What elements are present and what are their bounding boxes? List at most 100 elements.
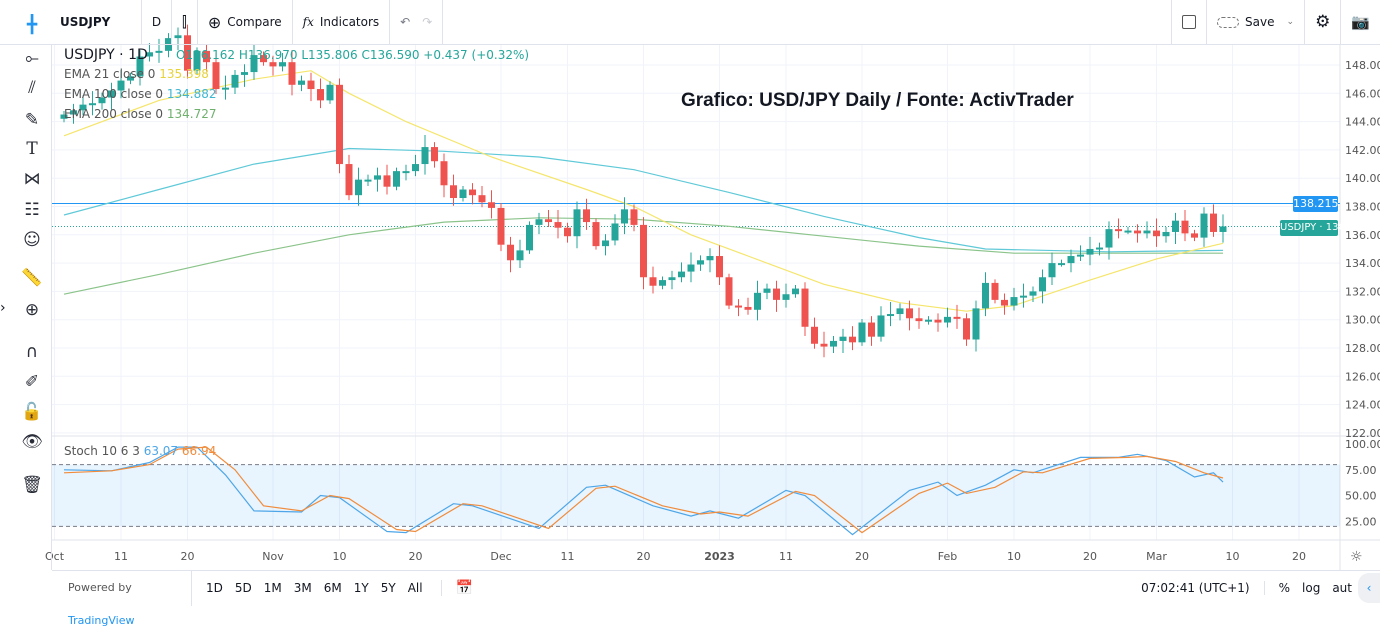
lock-drawing-icon[interactable]: ✐	[24, 372, 40, 392]
percent-toggle[interactable]: %	[1278, 581, 1291, 595]
price-chart[interactable]: 148.000 146.000 144.000 142.000 140.000 138.0…	[0, 0, 1380, 570]
candle-body	[1096, 247, 1103, 250]
symbol-search[interactable]: USDJPY	[0, 0, 142, 45]
clock-timezone[interactable]: 07:02:41 (UTC+1)	[1141, 581, 1265, 595]
chevron-left-icon[interactable]: ‹	[1358, 573, 1380, 603]
lock-icon[interactable]: 🔓	[21, 402, 43, 422]
chart-type-button[interactable]: ⫿	[172, 0, 198, 45]
candle	[412, 154, 419, 177]
candle-body	[716, 256, 723, 278]
candle	[697, 255, 704, 271]
time-tick: 10	[333, 550, 347, 563]
interval-button[interactable]: D	[142, 0, 172, 45]
text-icon[interactable]: T	[26, 139, 38, 159]
candle	[79, 95, 87, 116]
candle	[469, 183, 476, 205]
expand-toolbar-icon[interactable]: ›	[0, 300, 6, 316]
candle	[801, 282, 809, 336]
powered-by[interactable]: Powered by TradingView	[52, 570, 192, 627]
candle-body	[307, 80, 315, 90]
candle-body	[1086, 248, 1094, 255]
candle-body	[906, 308, 913, 319]
candle-body	[535, 219, 543, 225]
candle-body	[820, 343, 828, 347]
candle-body	[174, 35, 182, 39]
candle	[1115, 218, 1122, 239]
magnet-icon[interactable]: ∩	[25, 342, 39, 362]
tradingview-link: TradingView	[68, 613, 135, 627]
candle-body	[754, 292, 761, 310]
range-3m[interactable]: 3M	[293, 581, 312, 595]
range-all[interactable]: All	[407, 581, 423, 595]
settings-button[interactable]: ⚙	[1305, 0, 1342, 45]
candle-body	[1020, 295, 1027, 298]
candle-body	[298, 80, 305, 85]
candle-body	[925, 319, 932, 322]
emoji-icon[interactable]: ☺	[23, 230, 41, 250]
fib-icon[interactable]: ⫽	[28, 78, 36, 98]
redo-icon[interactable]: ↷	[422, 15, 433, 29]
ruler-icon[interactable]: 📏	[21, 268, 43, 288]
range-1d[interactable]: 1D	[206, 581, 223, 595]
candle-body	[830, 340, 837, 347]
legend-stoch[interactable]: Stoch 10 6 3 63.07 66.94	[64, 444, 216, 458]
save-button[interactable]: Save ⌄	[1207, 0, 1306, 45]
date-range-icon[interactable]: 📅	[440, 580, 473, 596]
legend-ema21[interactable]: EMA 21 close 0 135.398	[64, 67, 209, 81]
brush-icon[interactable]: ✎	[24, 110, 40, 130]
candle	[915, 307, 923, 329]
trash-icon[interactable]: 🗑	[21, 475, 43, 495]
screenshot-button[interactable]: 📷	[1341, 0, 1380, 45]
pattern-icon[interactable]: ⋈	[23, 169, 41, 189]
candle	[1210, 204, 1217, 237]
candle	[1143, 221, 1151, 239]
candle-body	[1134, 230, 1141, 234]
prediction-icon[interactable]: ☷	[24, 200, 40, 220]
stoch-d-line	[63, 446, 1224, 534]
auto-toggle[interactable]: aut	[1332, 581, 1352, 595]
candle-body	[735, 305, 742, 308]
range-1y[interactable]: 1Y	[353, 581, 369, 595]
candle	[1191, 229, 1198, 242]
candle-body	[269, 62, 277, 67]
undo-icon[interactable]: ↶	[400, 15, 411, 29]
indicators-button[interactable]: fx Indicators	[293, 0, 391, 45]
range-5d[interactable]: 5D	[234, 581, 252, 595]
candle-body	[1029, 291, 1037, 296]
time-tick: 11	[779, 550, 793, 563]
candle	[1067, 249, 1075, 273]
log-toggle[interactable]: log	[1302, 581, 1321, 595]
eye-icon[interactable]: 👁	[21, 432, 43, 452]
candle	[963, 313, 970, 346]
ema200-label: EMA 200 close 0	[64, 107, 164, 121]
candle-body	[516, 250, 524, 261]
candle	[868, 316, 875, 346]
candle	[497, 202, 505, 252]
fx-icon: fx	[302, 15, 314, 29]
candle-body	[649, 277, 657, 286]
zoom-in-icon[interactable]: ⊕	[24, 300, 40, 320]
candle-body	[592, 222, 600, 247]
legend-ema200[interactable]: EMA 200 close 0 134.727	[64, 107, 217, 121]
candle	[222, 75, 229, 100]
legend-ema100[interactable]: EMA 100 close 0 134.882	[64, 87, 217, 101]
range-6m[interactable]: 6M	[323, 581, 342, 595]
candle-body	[193, 50, 201, 71]
candle-body	[355, 179, 362, 196]
candle	[906, 300, 913, 331]
candle	[241, 64, 248, 87]
candle-body	[887, 314, 894, 317]
range-1m[interactable]: 1M	[263, 581, 282, 595]
candle-body	[383, 175, 391, 187]
trendline-icon[interactable]: ⟜	[25, 48, 39, 68]
crosshair-icon[interactable]: ╋	[26, 15, 38, 35]
stoch-tick: 75.00	[1345, 464, 1377, 477]
candle-body	[1210, 213, 1217, 232]
fullscreen-button[interactable]	[1171, 0, 1208, 45]
range-5y[interactable]: 5Y	[380, 581, 396, 595]
compare-button[interactable]: ⊕ Compare	[198, 0, 293, 45]
candle-body	[640, 224, 647, 278]
candle	[564, 222, 571, 243]
candle	[554, 210, 562, 239]
time-tick: 11	[561, 550, 575, 563]
